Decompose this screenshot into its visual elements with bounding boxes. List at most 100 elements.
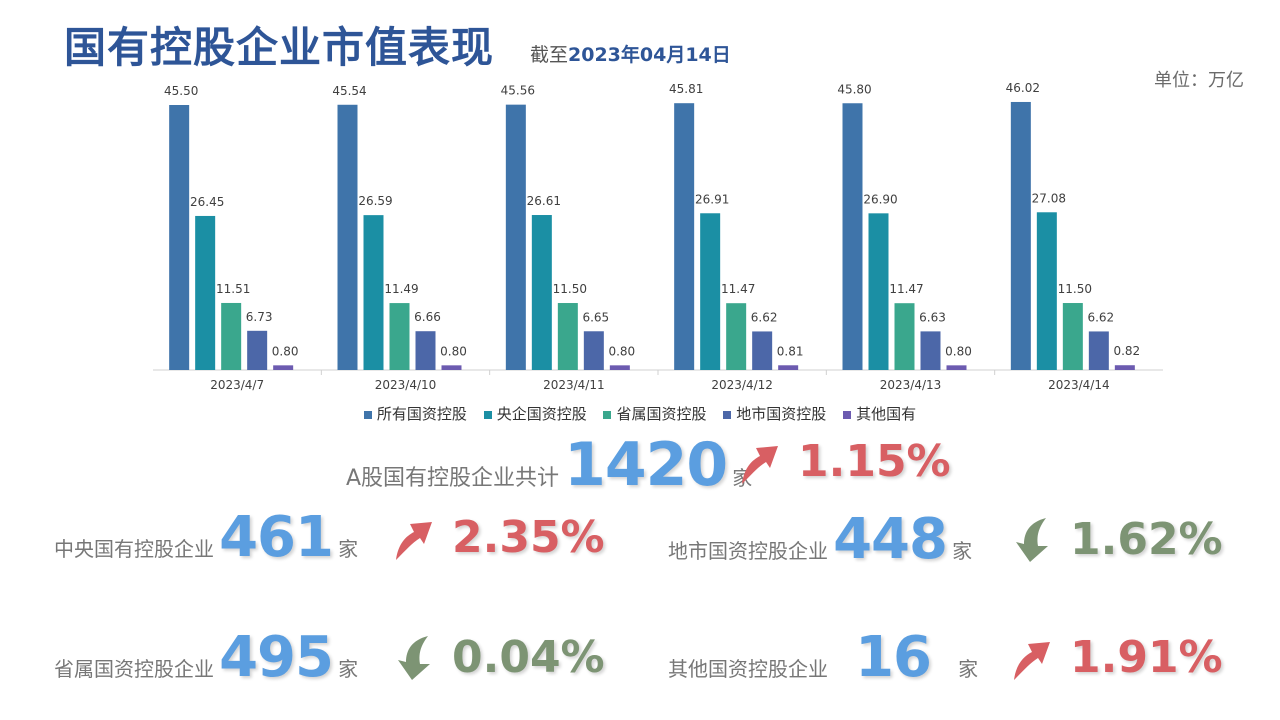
bar [609, 365, 630, 370]
bar [726, 303, 747, 370]
x-tick-label: 2023/4/13 [880, 378, 942, 392]
bar [273, 365, 294, 370]
stat-label: 地市国资控股企业 [668, 539, 828, 563]
stat-unit: 家 [338, 657, 359, 681]
x-tick-label: 2023/4/7 [210, 378, 264, 392]
stat-count: 448 [833, 507, 948, 572]
legend-swatch [483, 410, 492, 419]
data-label: 6.63 [919, 310, 946, 324]
stat-total: A股国有控股企业共计 1420 家 [346, 430, 752, 500]
data-label: 11.47 [721, 282, 755, 296]
as-of-date-value: 2023年04月14日 [568, 44, 731, 66]
data-label: 0.80 [272, 344, 299, 358]
stat-city-change: 1.62% [1070, 514, 1223, 565]
legend-label: 其他国有 [856, 405, 917, 423]
stat-province: 省属国资控股企业 495 家 [54, 625, 358, 690]
stat-central-change: 2.35% [452, 512, 605, 563]
data-label: 11.47 [889, 282, 923, 296]
data-label: 0.80 [608, 344, 635, 358]
data-label: 0.80 [440, 344, 467, 358]
bar [247, 330, 268, 370]
as-of-prefix: 截至 [530, 44, 569, 66]
bar [221, 302, 242, 370]
bar [389, 303, 410, 370]
bar [169, 105, 190, 370]
bar [674, 103, 695, 370]
legend-item-central: 央企国资控股 [483, 403, 587, 424]
stat-other-change: 1.91% [1070, 632, 1223, 683]
data-label: 11.50 [553, 282, 587, 296]
bar [1036, 212, 1057, 370]
stat-city: 地市国资控股企业 448 家 [668, 507, 972, 572]
unit-label: 单位：万亿 [1154, 70, 1244, 91]
bar [441, 365, 462, 370]
x-tick-label: 2023/4/10 [375, 378, 437, 392]
page-title: 国有控股企业市值表现 [64, 23, 495, 72]
bar [920, 331, 941, 370]
stat-unit: 家 [338, 537, 359, 561]
stat-label: 省属国资控股企业 [54, 657, 214, 681]
data-label: 6.73 [246, 310, 273, 324]
stat-central: 中央国有控股企业 461 家 [54, 505, 358, 570]
legend-item-city: 地市国资控股 [723, 403, 826, 424]
bar [531, 215, 552, 370]
data-label: 26.59 [358, 194, 392, 208]
bar [778, 365, 799, 370]
bar [195, 215, 216, 370]
data-label: 0.80 [945, 344, 972, 358]
data-label: 45.50 [164, 84, 198, 98]
bar [505, 104, 526, 371]
data-label: 45.54 [332, 84, 366, 98]
data-label: 11.49 [384, 282, 418, 296]
bar [868, 213, 889, 370]
data-label: 6.62 [1087, 310, 1114, 324]
stat-count: 1420 [564, 430, 728, 500]
bar [700, 213, 721, 370]
legend-label: 央企国资控股 [496, 405, 587, 423]
data-label: 11.51 [216, 282, 250, 296]
data-label: 45.80 [837, 82, 871, 96]
arrow-up-icon [742, 446, 778, 484]
bar [1088, 331, 1109, 370]
stat-province-change: 0.04% [452, 632, 605, 683]
data-label: 46.02 [1006, 81, 1040, 95]
chart-legend: 所有国资控股 央企国资控股 省属国资控股 地市国资控股 其他国有 [0, 403, 1280, 424]
data-label: 11.50 [1058, 282, 1092, 296]
legend-item-other: 其他国有 [843, 403, 916, 424]
data-label: 6.62 [751, 310, 778, 324]
bar [946, 365, 967, 370]
legend-swatch [603, 410, 612, 419]
stat-other: 其他国资控股企业 16 家 [668, 625, 978, 690]
bar-chart: 45.50 26.45 11.51 6.73 0.80 2023/4/7 45.54 26.5… [153, 81, 1163, 392]
stat-count: 16 [855, 625, 932, 690]
legend-label: 所有国资控股 [376, 405, 467, 423]
legend-swatch [843, 410, 852, 419]
data-label: 0.82 [1113, 344, 1140, 358]
bar [415, 331, 436, 370]
bar [337, 104, 358, 371]
legend-swatch [723, 410, 732, 419]
bar [363, 215, 384, 370]
data-label: 27.08 [1032, 191, 1066, 205]
bar [1114, 365, 1135, 370]
data-label: 26.61 [527, 194, 561, 208]
stat-unit: 家 [952, 539, 973, 563]
stat-count: 495 [219, 625, 334, 690]
bar [894, 303, 915, 370]
data-label: 6.66 [414, 310, 441, 324]
x-tick-label: 2023/4/12 [711, 378, 773, 392]
stat-label: A股国有控股企业共计 [346, 466, 560, 491]
arrow-down-icon [1016, 518, 1048, 562]
data-label: 45.56 [501, 84, 535, 98]
data-label: 0.81 [777, 344, 804, 358]
legend-item-all: 所有国资控股 [363, 403, 467, 424]
legend-swatch [363, 410, 372, 419]
x-tick-label: 2023/4/14 [1048, 378, 1110, 392]
stat-total-change: 1.15% [798, 436, 951, 487]
legend-label: 省属国资控股 [616, 405, 707, 423]
arrow-down-icon [398, 636, 430, 680]
x-tick-label: 2023/4/11 [543, 378, 605, 392]
stat-unit: 家 [958, 657, 979, 681]
data-label: 26.90 [863, 192, 897, 206]
data-label: 26.91 [695, 192, 729, 206]
